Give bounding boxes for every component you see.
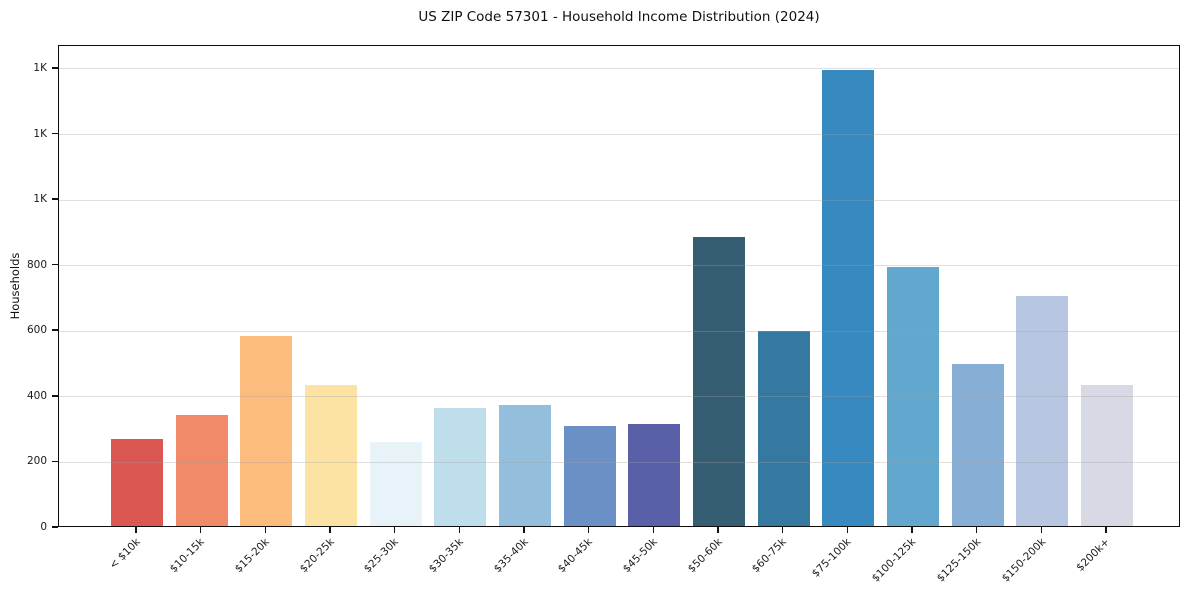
ytick-label: 1K — [33, 61, 47, 74]
gridline-400 — [59, 396, 1179, 398]
xtick-mark — [975, 527, 978, 533]
xtick-label-text: $15-20k — [232, 536, 272, 576]
xtick-mark — [846, 527, 849, 533]
xtick-mark — [264, 527, 267, 533]
ytick-mark — [52, 395, 58, 397]
ytick-label: 1K — [33, 127, 47, 140]
bar-$15-20k — [240, 335, 293, 526]
gridline-1K — [59, 199, 1179, 201]
bar-$75-100k — [822, 70, 875, 526]
gridline-1K — [59, 68, 1179, 70]
xtick-label-text: $30-35k — [426, 536, 466, 576]
ytick-mark — [52, 526, 58, 528]
xtick-mark — [717, 527, 719, 533]
ytick-label: 200 — [26, 455, 47, 468]
xtick-label-text: $150-200k — [999, 536, 1048, 585]
bar-$45-50k — [628, 424, 681, 526]
gridline-1K — [59, 134, 1179, 136]
bar-$40-45k — [563, 426, 616, 526]
xtick-mark — [1105, 527, 1107, 533]
xtick-label-text: $200k+ — [1074, 536, 1113, 574]
xtick-label-text: < $10k — [106, 536, 143, 572]
ytick-label: 400 — [26, 389, 47, 402]
ytick-mark — [52, 67, 58, 69]
chart-title: US ZIP Code 57301 - Household Income Dis… — [418, 9, 820, 25]
xtick-mark — [1040, 527, 1043, 533]
xtick-mark — [587, 527, 590, 533]
xtick-mark — [652, 527, 655, 533]
xtick-label-text: $10-15k — [168, 536, 208, 576]
xtick-label-text: $40-45k — [556, 536, 596, 576]
xtick-mark — [781, 527, 784, 533]
bar-$30-35k — [434, 407, 487, 526]
bar-$25-30k — [369, 442, 422, 526]
xtick-label-text: $100-125k — [869, 536, 919, 585]
ytick-label: 600 — [26, 324, 47, 337]
xtick-label-text: $50-60k — [685, 536, 725, 576]
bar-$100-125k — [887, 266, 939, 526]
bar-$150-200k — [1016, 296, 1069, 526]
xtick-label-text: $45-50k — [620, 536, 660, 576]
ytick-mark — [52, 460, 58, 463]
gridline-600 — [59, 330, 1179, 332]
xtick-mark — [458, 527, 461, 533]
bar-$60-75k — [757, 330, 810, 526]
ytick-label: 0 — [40, 521, 47, 533]
ytick-label: 1K — [33, 193, 47, 206]
xtick-mark — [135, 527, 137, 533]
xtick-mark — [199, 527, 202, 533]
bar-$50-60k — [693, 237, 745, 526]
plot-area — [58, 45, 1180, 527]
bar-$200k+ — [1081, 385, 1133, 526]
ytick-mark — [52, 263, 58, 266]
xtick-mark — [523, 527, 525, 533]
xtick-mark — [393, 527, 396, 533]
xtick-mark — [329, 527, 331, 533]
bar-< $10k — [111, 439, 163, 526]
bar-$10-15k — [175, 414, 228, 526]
xtick-label-text: $20-25k — [297, 536, 337, 576]
ytick-mark — [52, 198, 58, 200]
ytick-mark — [52, 132, 58, 135]
xtick-label-text: $75-100k — [810, 536, 854, 580]
ytick-mark — [52, 329, 58, 332]
xtick-label-text: $125-150k — [934, 536, 984, 585]
gridline-800 — [59, 265, 1179, 267]
bar-$125-150k — [951, 363, 1004, 526]
xtick-label-text: $60-75k — [750, 536, 790, 576]
ytick-label: 800 — [26, 258, 47, 271]
bar-$35-40k — [499, 404, 551, 526]
xtick-label-text: $25-30k — [362, 536, 402, 576]
xtick-mark — [911, 527, 913, 533]
gridline-200 — [59, 461, 1179, 463]
bar-$20-25k — [305, 385, 357, 526]
xtick-label-text: $35-40k — [491, 536, 531, 576]
